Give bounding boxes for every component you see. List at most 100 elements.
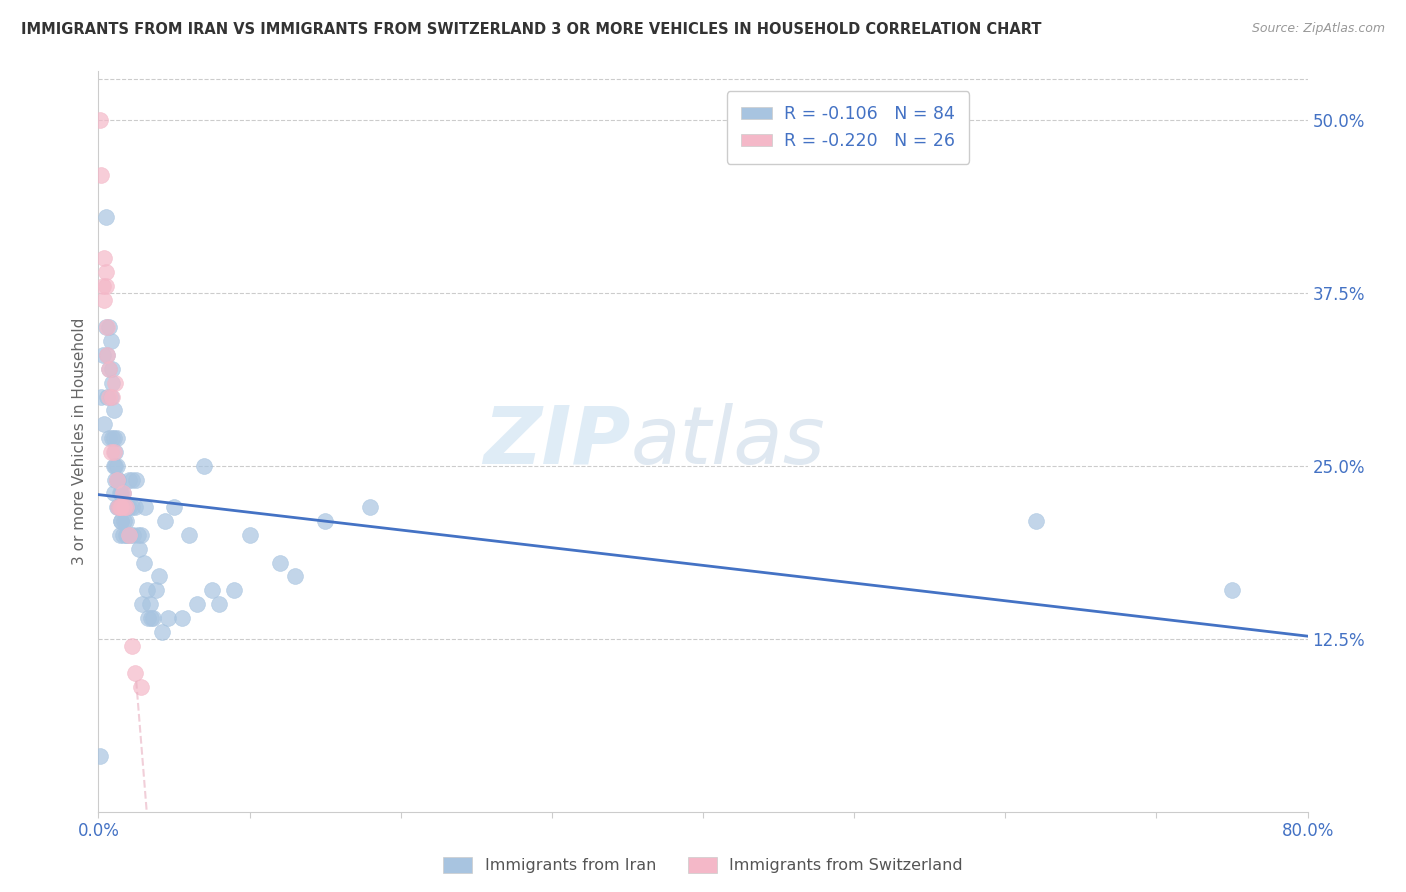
Point	[98, 431, 121, 445]
Point	[108, 500, 131, 515]
Point	[98, 362, 121, 376]
Point	[93, 417, 115, 432]
Point	[314, 514, 336, 528]
Text: Source: ZipAtlas.com: Source: ZipAtlas.com	[1251, 22, 1385, 36]
Point	[101, 362, 124, 376]
Point	[108, 486, 131, 500]
Point	[153, 514, 176, 528]
Point	[91, 278, 114, 293]
Text: IMMIGRANTS FROM IRAN VS IMMIGRANTS FROM SWITZERLAND 3 OR MORE VEHICLES IN HOUSEH: IMMIGRANTS FROM IRAN VS IMMIGRANTS FROM …	[21, 22, 1042, 37]
Text: atlas: atlas	[630, 402, 825, 481]
Point	[131, 597, 153, 611]
Legend: Immigrants from Iran, Immigrants from Switzerland: Immigrants from Iran, Immigrants from Sw…	[437, 850, 969, 880]
Point	[108, 528, 131, 542]
Point	[239, 528, 262, 542]
Point	[110, 500, 132, 515]
Point	[104, 458, 127, 473]
Point	[89, 112, 111, 127]
Point	[100, 334, 122, 349]
Point	[93, 293, 115, 307]
Point	[129, 528, 152, 542]
Point	[104, 376, 127, 390]
Point	[105, 500, 128, 515]
Point	[201, 583, 224, 598]
Point	[224, 583, 246, 598]
Point	[148, 569, 170, 583]
Point	[108, 500, 131, 515]
Point	[1024, 514, 1046, 528]
Point	[360, 500, 382, 515]
Point	[103, 403, 125, 417]
Point	[129, 680, 152, 694]
Point	[98, 390, 121, 404]
Point	[107, 473, 129, 487]
Point	[111, 486, 134, 500]
Point	[110, 514, 132, 528]
Point	[124, 666, 146, 681]
Point	[105, 431, 128, 445]
Point	[110, 486, 132, 500]
Point	[100, 445, 122, 459]
Point	[98, 320, 121, 334]
Point	[1220, 583, 1243, 598]
Point	[90, 390, 112, 404]
Point	[118, 528, 141, 542]
Point	[100, 390, 122, 404]
Point	[104, 445, 127, 459]
Point	[103, 431, 125, 445]
Point	[120, 528, 142, 542]
Point	[179, 528, 201, 542]
Point	[96, 348, 118, 362]
Point	[114, 500, 136, 515]
Point	[111, 528, 134, 542]
Point	[134, 500, 156, 515]
Point	[132, 556, 155, 570]
Point	[136, 611, 159, 625]
Point	[112, 514, 135, 528]
Point	[94, 210, 117, 224]
Legend: R = -0.106   N = 84, R = -0.220   N = 26: R = -0.106 N = 84, R = -0.220 N = 26	[727, 91, 969, 164]
Point	[103, 445, 125, 459]
Point	[110, 514, 132, 528]
Point	[284, 569, 307, 583]
Point	[94, 278, 117, 293]
Text: ZIP: ZIP	[484, 402, 630, 481]
Point	[156, 611, 179, 625]
Point	[94, 320, 117, 334]
Point	[104, 473, 127, 487]
Point	[127, 528, 149, 542]
Point	[269, 556, 291, 570]
Point	[96, 320, 118, 334]
Point	[141, 611, 163, 625]
Point	[121, 500, 143, 515]
Point	[121, 639, 143, 653]
Point	[193, 458, 215, 473]
Point	[107, 500, 129, 515]
Point	[114, 514, 136, 528]
Point	[89, 749, 111, 764]
Point	[107, 500, 129, 515]
Point	[142, 611, 165, 625]
Point	[128, 541, 150, 556]
Point	[96, 390, 118, 404]
Point	[186, 597, 208, 611]
Point	[111, 500, 134, 515]
Point	[163, 500, 186, 515]
Point	[118, 500, 141, 515]
Y-axis label: 3 or more Vehicles in Household: 3 or more Vehicles in Household	[72, 318, 87, 566]
Point	[121, 473, 143, 487]
Point	[114, 528, 136, 542]
Point	[135, 583, 157, 598]
Point	[101, 376, 124, 390]
Point	[111, 486, 134, 500]
Point	[91, 348, 114, 362]
Point	[105, 458, 128, 473]
Point	[96, 348, 118, 362]
Point	[103, 458, 125, 473]
Point	[170, 611, 193, 625]
Point	[107, 473, 129, 487]
Point	[208, 597, 231, 611]
Point	[112, 500, 135, 515]
Point	[122, 528, 145, 542]
Point	[139, 597, 162, 611]
